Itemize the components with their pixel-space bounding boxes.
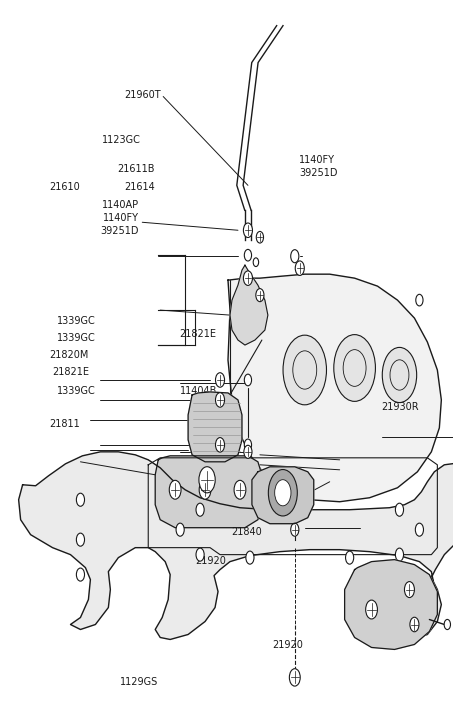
Circle shape: [216, 373, 225, 387]
Text: 11404B: 11404B: [179, 386, 217, 396]
Text: 21610: 21610: [49, 182, 80, 192]
Circle shape: [199, 481, 211, 499]
Circle shape: [345, 551, 354, 564]
Text: 21840: 21840: [232, 527, 262, 537]
Circle shape: [405, 582, 415, 598]
Text: 21920: 21920: [195, 556, 226, 566]
Circle shape: [76, 568, 84, 581]
Circle shape: [365, 600, 377, 619]
Polygon shape: [155, 456, 262, 528]
Circle shape: [283, 335, 326, 405]
Text: 21614: 21614: [124, 182, 154, 192]
Circle shape: [76, 493, 84, 506]
Circle shape: [256, 289, 264, 302]
Polygon shape: [228, 274, 441, 502]
Text: 21821E: 21821E: [179, 329, 217, 340]
Text: 39251D: 39251D: [100, 226, 139, 236]
Circle shape: [76, 533, 84, 546]
Text: 21960T: 21960T: [125, 90, 161, 100]
Circle shape: [196, 548, 204, 561]
Text: 21930R: 21930R: [381, 402, 419, 412]
Text: 1140FY: 1140FY: [300, 156, 336, 165]
Text: 1140AP: 1140AP: [102, 201, 139, 210]
Circle shape: [253, 258, 259, 267]
Circle shape: [199, 467, 215, 493]
Text: 21611B: 21611B: [117, 164, 154, 174]
Circle shape: [196, 503, 204, 516]
Circle shape: [234, 481, 246, 499]
Circle shape: [243, 223, 252, 238]
Circle shape: [410, 617, 419, 632]
Circle shape: [244, 446, 252, 458]
Polygon shape: [188, 392, 242, 462]
Circle shape: [169, 481, 181, 499]
Circle shape: [176, 523, 184, 537]
Text: 21820M: 21820M: [49, 350, 89, 360]
Circle shape: [289, 669, 300, 686]
Circle shape: [415, 523, 424, 537]
Circle shape: [216, 438, 225, 452]
Circle shape: [295, 261, 304, 276]
Circle shape: [268, 470, 297, 516]
Circle shape: [244, 439, 252, 451]
Text: 21811: 21811: [49, 419, 80, 430]
Circle shape: [444, 619, 450, 630]
Circle shape: [382, 348, 417, 403]
Text: 39251D: 39251D: [300, 169, 338, 178]
Circle shape: [216, 393, 225, 407]
Polygon shape: [19, 452, 454, 640]
Text: 1123GC: 1123GC: [102, 135, 141, 145]
Text: 1339GC: 1339GC: [57, 386, 96, 396]
Circle shape: [275, 480, 291, 506]
Text: 21830: 21830: [379, 610, 410, 620]
Polygon shape: [230, 265, 268, 345]
Polygon shape: [252, 467, 314, 523]
Circle shape: [291, 523, 299, 537]
Circle shape: [244, 374, 252, 386]
Circle shape: [416, 294, 423, 306]
Circle shape: [246, 551, 254, 564]
Circle shape: [395, 503, 404, 516]
Circle shape: [243, 271, 252, 286]
Text: 1129GS: 1129GS: [119, 677, 158, 687]
Text: 1339GC: 1339GC: [57, 316, 96, 326]
Circle shape: [334, 334, 375, 401]
Circle shape: [244, 249, 252, 261]
Text: 1140FY: 1140FY: [103, 214, 139, 223]
Text: 21920: 21920: [272, 640, 303, 650]
Text: 1339GC: 1339GC: [57, 333, 96, 343]
Text: 21821E: 21821E: [52, 367, 89, 377]
Circle shape: [395, 548, 404, 561]
Polygon shape: [345, 560, 437, 649]
Circle shape: [291, 249, 299, 262]
Circle shape: [256, 231, 263, 243]
